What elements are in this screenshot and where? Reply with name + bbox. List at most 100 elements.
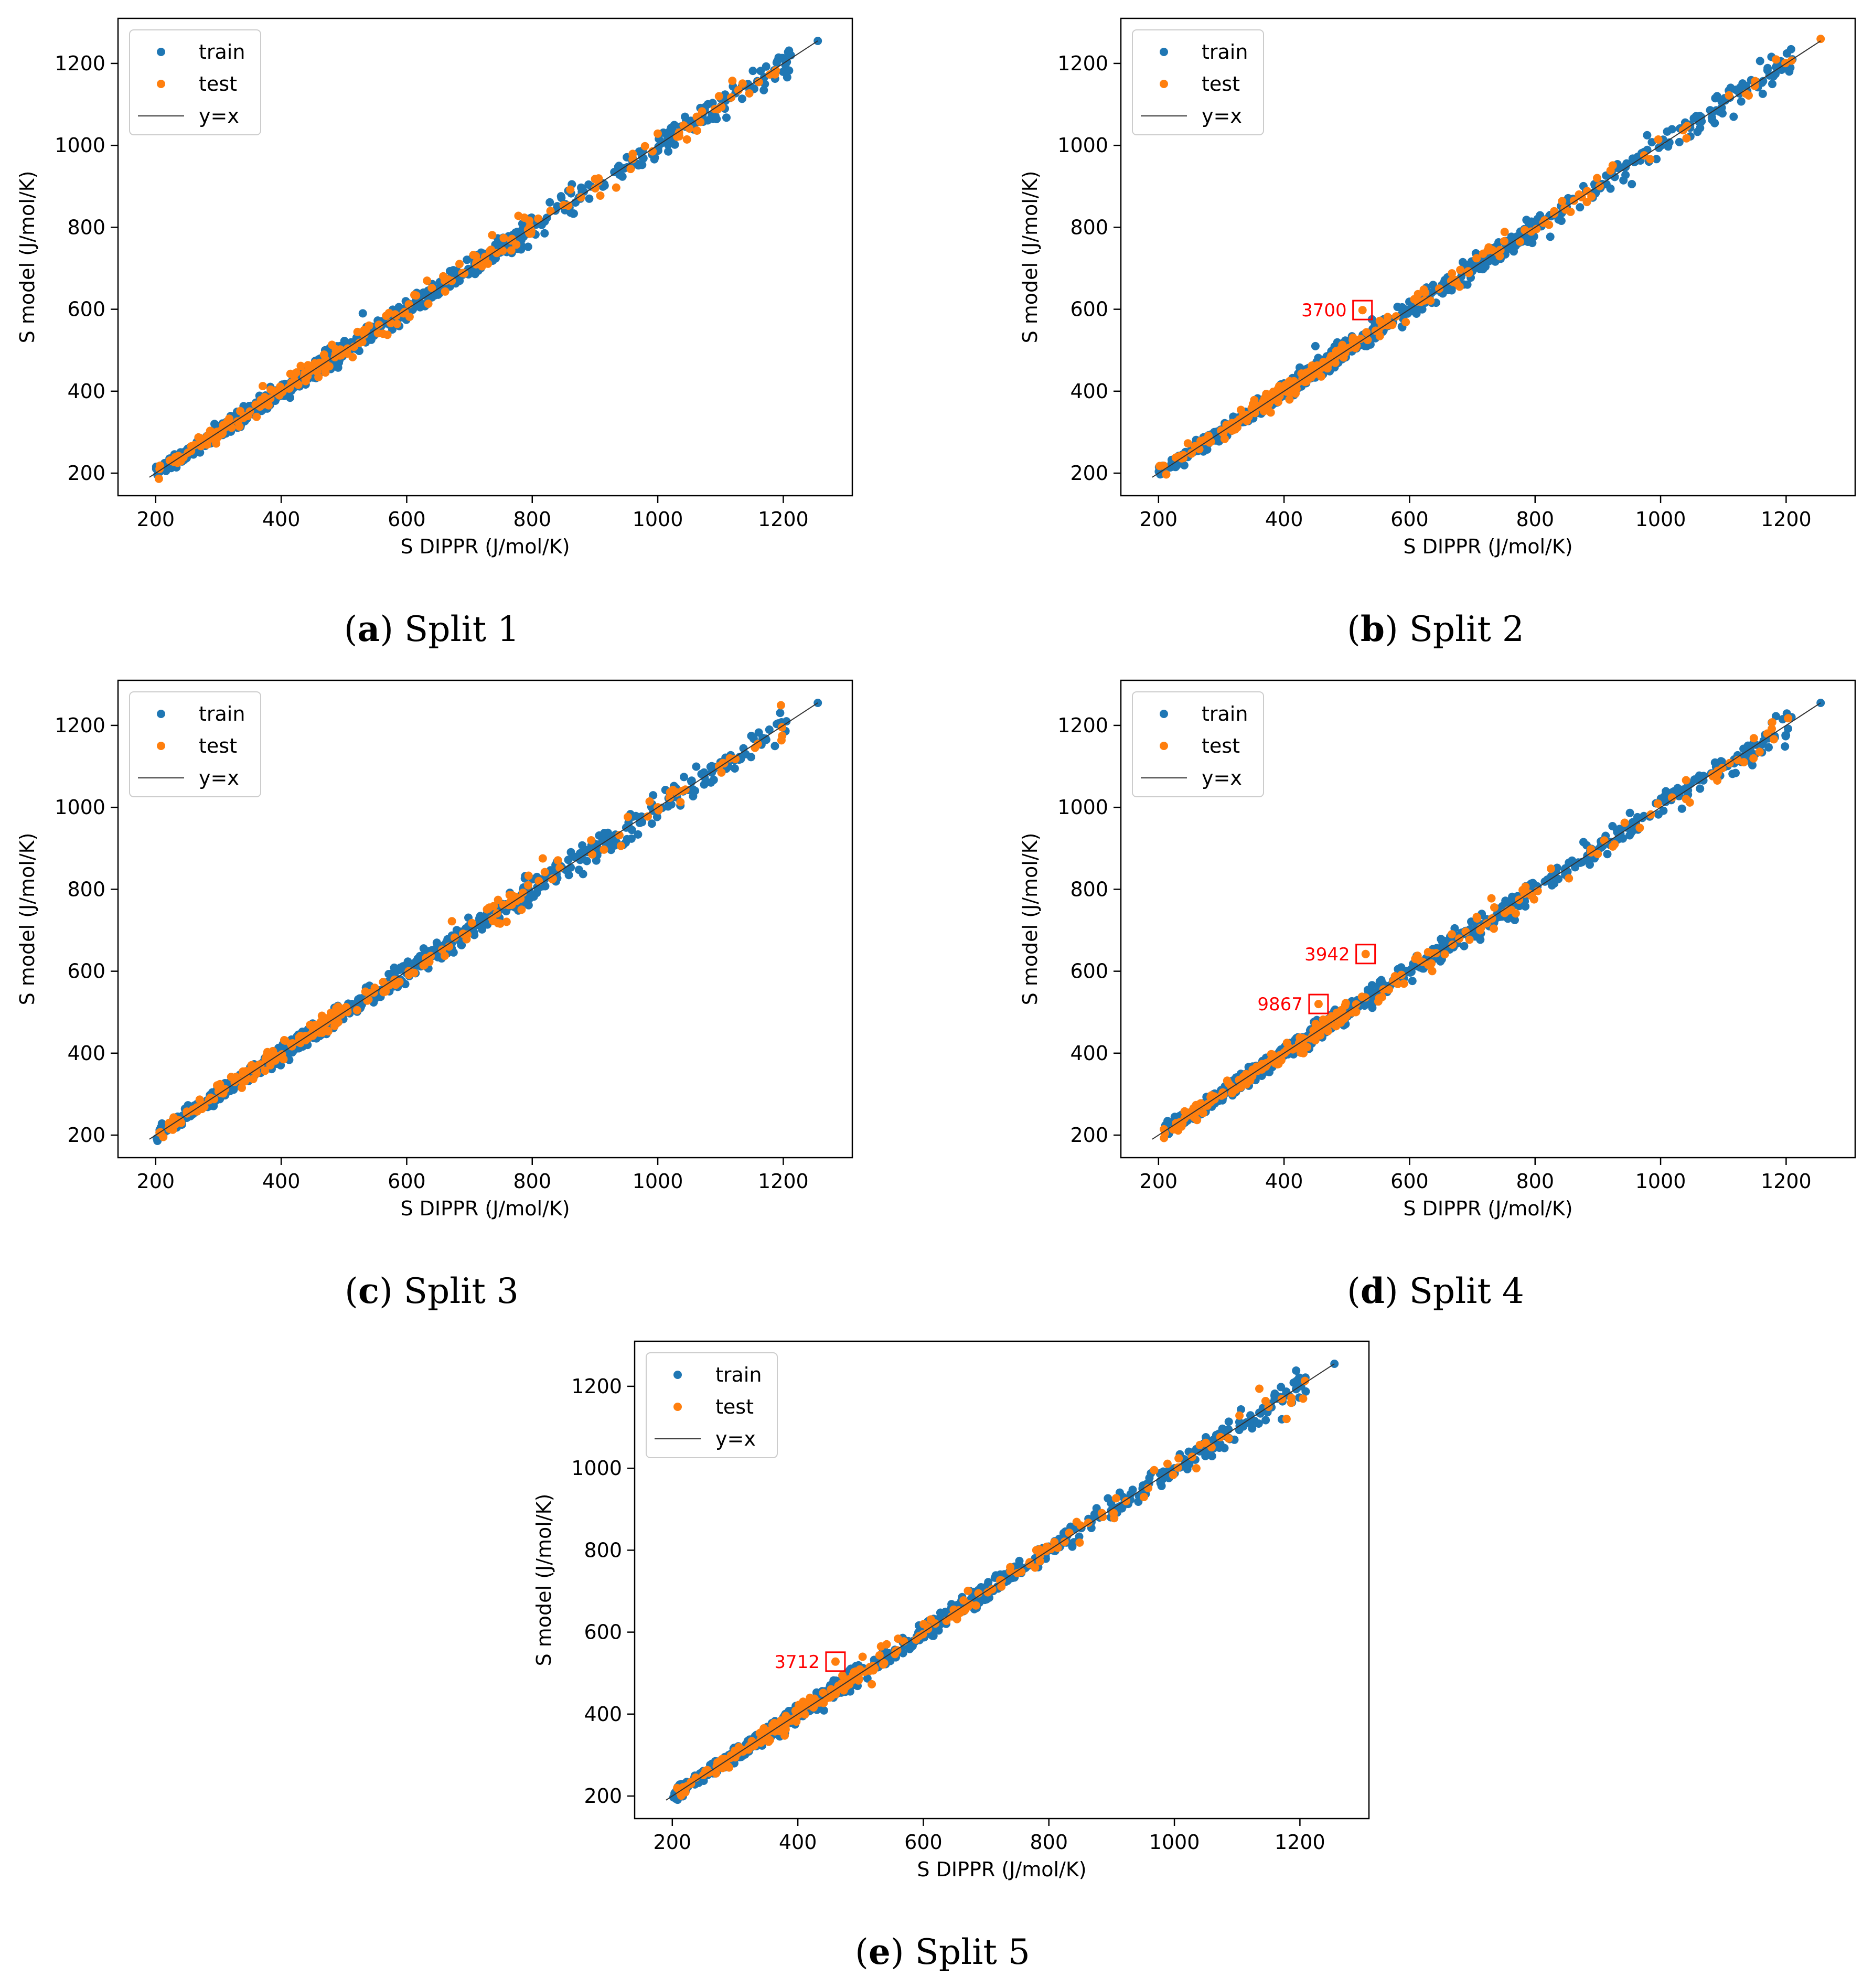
test-point [195,1105,204,1114]
legend-marker-train [157,48,165,56]
train-point [432,938,441,947]
train-point [687,777,695,786]
train-point [1412,309,1421,318]
test-point [772,66,780,75]
test-point [1500,237,1508,245]
test-point [447,917,456,926]
train-point [737,94,746,103]
test-point [230,1077,239,1086]
test-point [1262,393,1270,402]
train-point [638,161,647,169]
train-point [1418,305,1427,314]
train-point [610,168,619,176]
test-point [553,856,562,865]
y-tick-label: 800 [67,878,105,901]
caption-c: (c) Split 3 [345,1270,519,1311]
test-point [534,214,543,223]
test-point [1323,364,1332,373]
x-tick-label: 1000 [1635,1170,1686,1193]
test-point [1473,914,1482,923]
train-point [570,209,578,218]
test-point [1490,903,1499,912]
test-point [538,854,547,863]
train-point [1224,1417,1233,1426]
test-point [1511,909,1520,918]
test-point [616,841,625,850]
panel-c: 200 400 600 800 1000 120020040060080010001200… [16,679,853,1311]
y-tick-label: 400 [67,380,105,403]
test-point [1558,197,1567,206]
test-point [296,361,305,370]
train-point [1375,977,1384,986]
test-point [1565,874,1574,883]
test-point [441,276,449,285]
x-tick-label: 1200 [1761,508,1812,531]
train-point [1360,1001,1369,1010]
y-axis-label: S model (J/mol/K) [16,171,39,344]
train-point [1576,203,1585,212]
train-point [1460,942,1469,950]
test-point [1784,714,1793,723]
train-point [782,717,791,726]
legend-label: y=x [1202,104,1242,127]
legend-marker-test [1160,80,1168,88]
test-point [596,191,605,200]
test-point [728,77,737,85]
test-point [352,1006,361,1014]
test-point [242,1067,251,1076]
test-point [1575,190,1583,199]
test-point [226,419,234,427]
train-point [524,901,533,910]
train-point [1510,247,1518,256]
train-point [1408,977,1417,986]
test-point [1654,135,1663,144]
test-point [233,417,242,426]
test-point [1383,313,1392,322]
test-point [1682,134,1691,143]
test-point [438,945,447,954]
test-point [778,731,787,740]
train-point [1311,341,1320,350]
y-tick-label: 800 [1070,878,1108,901]
test-point [640,142,649,151]
test-point [410,291,419,300]
train-point [1554,215,1563,224]
test-point [478,262,486,271]
x-tick-label: 400 [262,508,301,531]
test-point [365,321,373,330]
test-point [1361,949,1370,958]
test-point [487,245,496,254]
train-point [1662,787,1671,796]
train-point [455,276,464,285]
train-point [754,728,763,737]
test-point [1314,1000,1323,1009]
y-tick-label: 600 [67,298,105,321]
test-point [252,1069,261,1078]
train-point [707,762,716,771]
train-point [1633,813,1642,821]
y-tick-label: 200 [67,462,105,485]
test-point [1769,735,1778,744]
test-point [156,461,165,470]
test-point [644,812,652,821]
y-tick-label: 400 [1070,380,1108,403]
legend-marker-test [157,742,165,750]
train-point [703,100,712,109]
train-point [1554,874,1563,883]
y-tick-label: 1200 [1057,714,1108,737]
train-point [1729,112,1738,121]
train-point [692,762,701,771]
test-point [259,382,267,390]
train-point [1475,264,1484,273]
train-point [748,67,757,76]
test-point [1428,967,1437,976]
train-point [1696,784,1705,793]
test-point [1635,824,1644,832]
test-point [1515,237,1524,246]
test-point [379,978,388,987]
y-tick-label: 400 [67,1042,105,1065]
test-point [1547,864,1555,873]
